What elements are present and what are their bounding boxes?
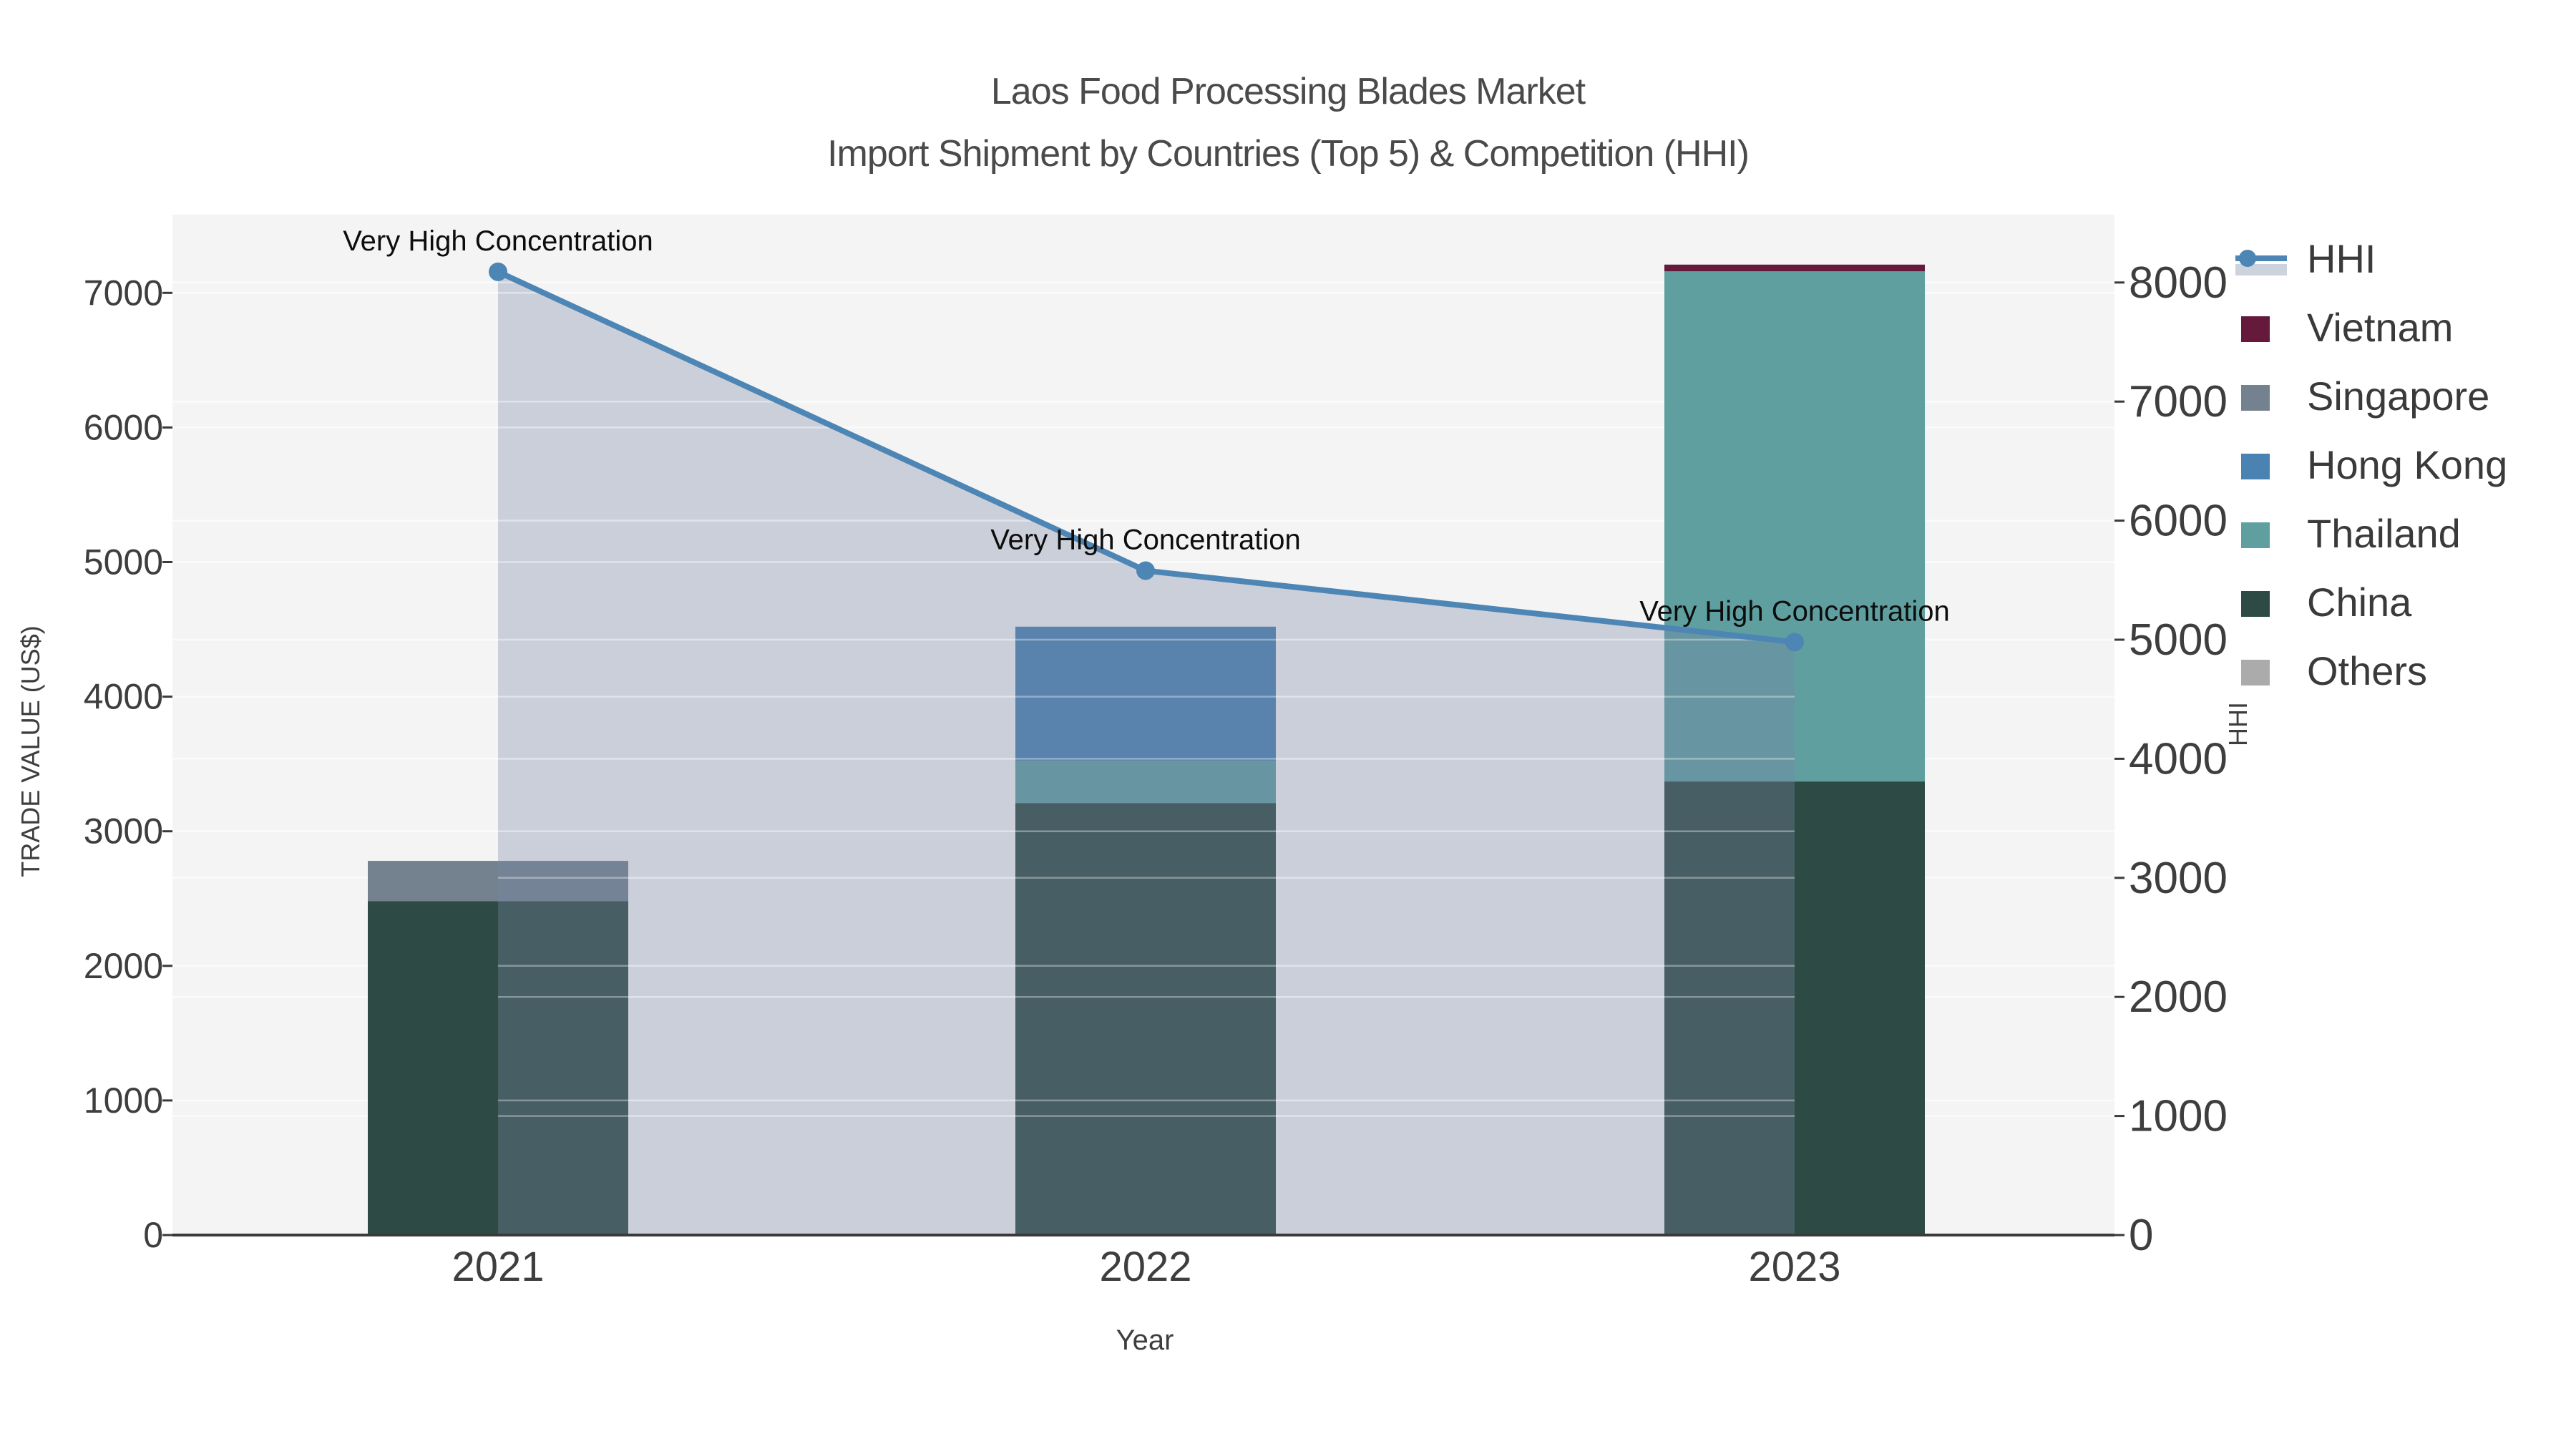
legend-label-others: Others (2307, 648, 2427, 693)
left-tick-6000: 6000 (84, 407, 163, 447)
right-tick-5000: 5000 (2129, 615, 2228, 665)
legend-label-hhi: HHI (2307, 236, 2376, 281)
x-tick-2023: 2023 (1748, 1244, 1840, 1290)
bar-segment-china-2022 (1015, 803, 1276, 1235)
legend-label-vietnam: Vietnam (2307, 305, 2453, 350)
legend-swatch-others (2241, 660, 2270, 686)
legend-item-thailand: Thailand (2241, 511, 2461, 556)
legend-label-thailand: Thailand (2307, 511, 2461, 556)
legend-label-singapore: Singapore (2307, 374, 2489, 419)
chart-title-line1: Laos Food Processing Blades Market (991, 71, 1586, 112)
bar-segment-thailand-2023 (1664, 271, 1925, 782)
x-tick-2022: 2022 (1099, 1244, 1191, 1290)
bar-segment-vietnam-2023 (1664, 264, 1925, 272)
hhi-marker-swatch (2239, 250, 2256, 267)
left-tick-2000: 2000 (84, 946, 163, 986)
annotation-2023: Very High Concentration (1639, 595, 1950, 627)
legend-swatch-hong-kong (2241, 454, 2270, 479)
left-tick-0: 0 (143, 1215, 163, 1255)
legend-item-singapore: Singapore (2241, 374, 2489, 419)
right-axis-tick-labels: 0 1000 2000 3000 4000 5000 6000 7000 8000 (2114, 258, 2228, 1260)
legend-item-others: Others (2241, 648, 2427, 693)
hhi-area-swatch (2235, 264, 2287, 275)
stacked-bars (368, 264, 1925, 1235)
chart-title-line2: Import Shipment by Countries (Top 5) & C… (827, 133, 1749, 175)
left-tick-7000: 7000 (84, 273, 163, 313)
right-tick-2000: 2000 (2129, 972, 2228, 1022)
hhi-point-2021 (489, 262, 507, 281)
legend-swatch-thailand (2241, 522, 2270, 548)
left-tick-5000: 5000 (84, 542, 163, 582)
annotations: Very High Concentration Very High Concent… (343, 225, 1950, 628)
right-y-axis-label: HHI (2223, 702, 2253, 746)
right-tick-6000: 6000 (2129, 497, 2228, 546)
annotation-2022: Very High Concentration (990, 524, 1301, 555)
legend: HHI Vietnam Singapore Hong Kong Thailand Chin… (2235, 236, 2507, 693)
bar-segment-china-2023 (1664, 781, 1925, 1235)
legend-item-vietnam: Vietnam (2241, 305, 2453, 350)
left-y-axis-label: TRADE VALUE (US$) (16, 625, 45, 877)
x-axis-label: Year (1116, 1324, 1174, 1356)
left-tick-3000: 3000 (84, 811, 163, 852)
bar-segment-china-2021 (368, 901, 628, 1235)
right-tick-4000: 4000 (2129, 734, 2228, 784)
bar-segment-singapore-2021 (368, 861, 628, 902)
hhi-markers (489, 262, 1804, 652)
hhi-point-2022 (1136, 561, 1155, 580)
left-axis-tick-labels: 0 1000 2000 3000 4000 5000 6000 7000 (84, 273, 172, 1255)
x-axis-tick-labels: 2021 2022 2023 (452, 1244, 1840, 1290)
legend-item-hhi: HHI (2235, 236, 2376, 281)
annotation-2021: Very High Concentration (343, 225, 653, 257)
x-tick-2021: 2021 (452, 1244, 544, 1290)
hhi-point-2023 (1785, 633, 1804, 652)
legend-swatch-china (2241, 591, 2270, 617)
right-tick-3000: 3000 (2129, 854, 2228, 903)
left-tick-1000: 1000 (84, 1080, 163, 1121)
legend-swatch-vietnam (2241, 316, 2270, 342)
bar-segment-hong-kong-2022 (1015, 626, 1276, 761)
left-tick-4000: 4000 (84, 677, 163, 717)
hhi-area-fill (498, 271, 1795, 1236)
bar-segment-thailand-2022 (1015, 760, 1276, 804)
right-tick-7000: 7000 (2129, 377, 2228, 426)
legend-swatch-singapore (2241, 385, 2270, 411)
legend-item-china: China (2241, 580, 2412, 625)
legend-label-hong-kong: Hong Kong (2307, 442, 2507, 487)
legend-item-hong-kong: Hong Kong (2241, 442, 2507, 487)
right-tick-0: 0 (2129, 1211, 2153, 1260)
right-tick-8000: 8000 (2129, 258, 2228, 308)
right-tick-1000: 1000 (2129, 1092, 2228, 1141)
legend-label-china: China (2307, 580, 2412, 625)
